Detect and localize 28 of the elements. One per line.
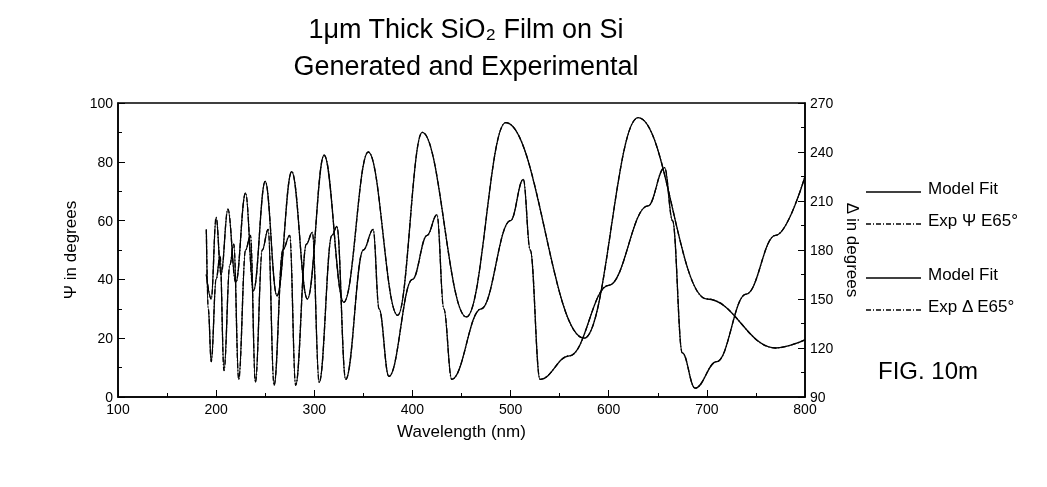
y2-tick-label: 180 bbox=[810, 242, 834, 258]
chart-subtitle: Generated and Experimental bbox=[293, 50, 639, 81]
y-tick-label: 60 bbox=[97, 212, 114, 229]
y2-tick-label: 120 bbox=[810, 340, 834, 356]
x-tick-label: 400 bbox=[400, 401, 425, 417]
y-tick-label: 20 bbox=[97, 330, 114, 347]
y2-tick-label: 210 bbox=[810, 193, 834, 209]
y2-tick-label: 270 bbox=[810, 95, 834, 111]
legend-label: Exp Δ E65° bbox=[928, 297, 1015, 316]
y-tick-label: 40 bbox=[97, 271, 114, 288]
y-axis-title: Ψ in degrees bbox=[60, 200, 80, 300]
x-tick-label: 700 bbox=[695, 401, 719, 417]
legend-label: Model Fit bbox=[928, 179, 999, 198]
legend-label: Model Fit bbox=[928, 265, 999, 284]
y-tick-label: 80 bbox=[97, 153, 114, 170]
x-axis-title: Wavelength (nm) bbox=[397, 422, 526, 441]
y2-tick-label: 240 bbox=[810, 144, 834, 160]
chart-title: 1μm Thick SiO₂ Film on Si bbox=[308, 13, 624, 44]
y-tick-label: 100 bbox=[89, 95, 114, 111]
x-tick-label: 500 bbox=[498, 401, 523, 417]
x-tick-label: 200 bbox=[204, 401, 229, 417]
legend-label: Exp Ψ E65° bbox=[928, 211, 1018, 230]
x-tick-label: 300 bbox=[302, 401, 327, 417]
caption: FIG. 10m bbox=[878, 356, 979, 384]
y-tick-label: 0 bbox=[105, 389, 114, 405]
x-tick-label: 600 bbox=[597, 401, 621, 417]
y2-axis-title: Δ in degrees bbox=[843, 202, 863, 298]
y2-tick-label: 150 bbox=[810, 291, 834, 307]
